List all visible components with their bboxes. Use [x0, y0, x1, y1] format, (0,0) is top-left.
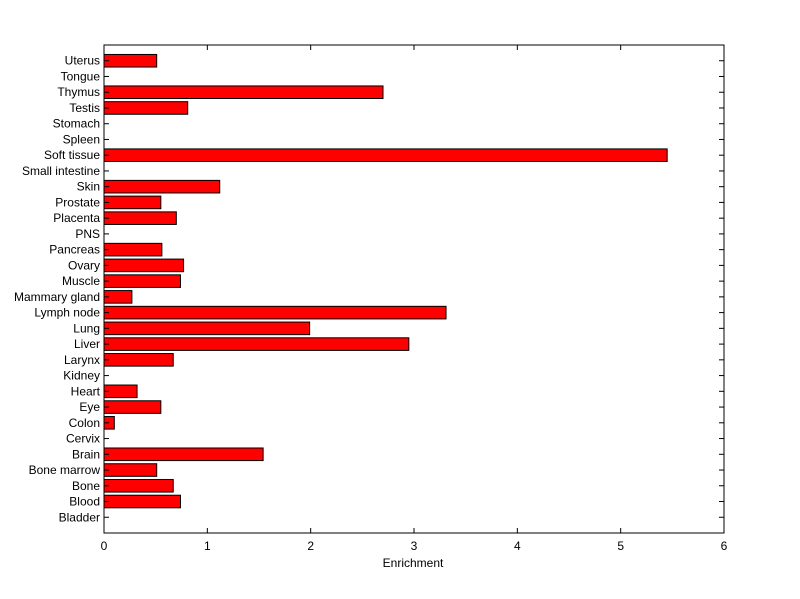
y-tick-label: Ovary [68, 258, 100, 272]
y-tick-label: Skin [77, 180, 100, 194]
bar-testis [103, 101, 189, 115]
y-tick-label: Pancreas [49, 243, 100, 257]
bar-ovary [103, 258, 185, 273]
y-tick-label: Tongue [61, 69, 101, 83]
bar-muscle [103, 274, 181, 288]
bar-soft-tissue [103, 148, 668, 162]
x-tick-label: 6 [721, 539, 728, 553]
bar-bone-marrow [103, 463, 158, 477]
x-tick-label: 5 [617, 539, 624, 553]
y-tick-label: Prostate [55, 195, 100, 209]
bar-thymus [103, 85, 384, 100]
y-tick-label: Muscle [62, 274, 100, 288]
y-tick-label: Eye [79, 400, 100, 414]
x-tick-label: 4 [514, 539, 521, 553]
bar-pancreas [103, 242, 163, 257]
y-tick-label: PNS [75, 227, 100, 241]
y-tick-label: Thymus [57, 85, 100, 99]
bar-lung [103, 321, 311, 336]
bar-skin [103, 179, 221, 194]
bar-eye [103, 400, 162, 414]
y-tick-label: Placenta [53, 211, 100, 225]
x-tick-label: 0 [101, 539, 108, 553]
y-tick-label: Spleen [63, 132, 100, 146]
y-tick-label: Bone marrow [29, 463, 101, 477]
y-tick-label: Lung [73, 321, 100, 335]
y-tick-label: Blood [69, 495, 100, 509]
y-tick-label: Liver [74, 337, 100, 351]
y-tick-label: Stomach [53, 117, 100, 131]
x-axis-title: Enrichment [383, 556, 444, 570]
bars-group [103, 53, 668, 509]
bar-lymph-node [103, 305, 447, 320]
bar-prostate [103, 195, 162, 210]
x-axis: 0 1 2 3 4 5 6 [101, 45, 728, 553]
y-tick-label: Testis [69, 101, 100, 115]
y-tick-label: Bone [72, 479, 100, 493]
bar-bone [103, 478, 174, 493]
x-tick-label: 2 [307, 539, 314, 553]
bar-liver [103, 337, 410, 351]
y-tick-label: Mammary gland [14, 290, 100, 304]
y-tick-label: Soft tissue [44, 148, 100, 162]
x-tick-label: 3 [411, 539, 418, 553]
y-tick-label: Small intestine [22, 164, 100, 178]
y-tick-label: Colon [69, 416, 100, 430]
y-tick-label: Kidney [63, 369, 100, 383]
y-tick-label: Brain [72, 447, 100, 461]
y-tick-label: Bladder [59, 510, 100, 524]
y-tick-label: Heart [71, 384, 101, 398]
y-tick-label: Cervix [66, 432, 100, 446]
y-tick-label: Uterus [65, 54, 100, 68]
y-tick-label: Larynx [64, 353, 100, 367]
bar-larynx [103, 353, 174, 367]
bar-blood [103, 494, 181, 509]
bar-placenta [103, 211, 177, 225]
bar-brain [103, 447, 264, 462]
x-tick-label: 1 [204, 539, 211, 553]
y-tick-label: Lymph node [34, 306, 100, 320]
bar-uterus [103, 53, 158, 68]
